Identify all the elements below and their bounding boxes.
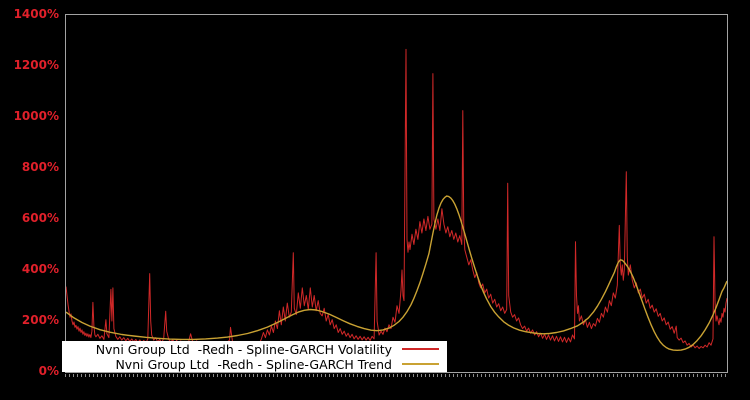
plot-area — [65, 14, 728, 373]
legend-item-trend: Nvni Group Ltd -Redh - Spline-GARCH Tren… — [62, 357, 447, 372]
y-axis-tick-label: 0% — [38, 364, 59, 378]
legend-line-sample-volatility — [402, 348, 439, 350]
y-axis-tick-label: 600% — [21, 211, 59, 225]
y-axis-tick-label: 200% — [21, 313, 59, 327]
y-axis-tick-label: 1400% — [13, 7, 59, 21]
legend-line-sample-trend — [402, 363, 439, 365]
y-axis-tick-label: 400% — [21, 262, 59, 276]
legend-label-trend: Nvni Group Ltd -Redh - Spline-GARCH Tren… — [115, 356, 392, 372]
chart-canvas — [66, 48, 727, 351]
y-axis-tick-label: 1200% — [13, 58, 59, 72]
y-axis-tick-label: 1000% — [13, 109, 59, 123]
trend-line — [66, 195, 727, 351]
y-axis-tick-label: 800% — [21, 160, 59, 174]
y-axis: 0% 200% 400% 600% 800% 1000% 1200% 1400% — [0, 0, 59, 400]
volatility-line — [66, 48, 727, 349]
x-axis-ticks — [65, 374, 728, 377]
legend-item-volatility: Nvni Group Ltd -Redh - Spline-GARCH Vola… — [62, 342, 447, 357]
legend-label-volatility: Nvni Group Ltd -Redh - Spline-GARCH Vola… — [95, 341, 392, 357]
legend: Nvni Group Ltd -Redh - Spline-GARCH Vola… — [62, 341, 447, 372]
